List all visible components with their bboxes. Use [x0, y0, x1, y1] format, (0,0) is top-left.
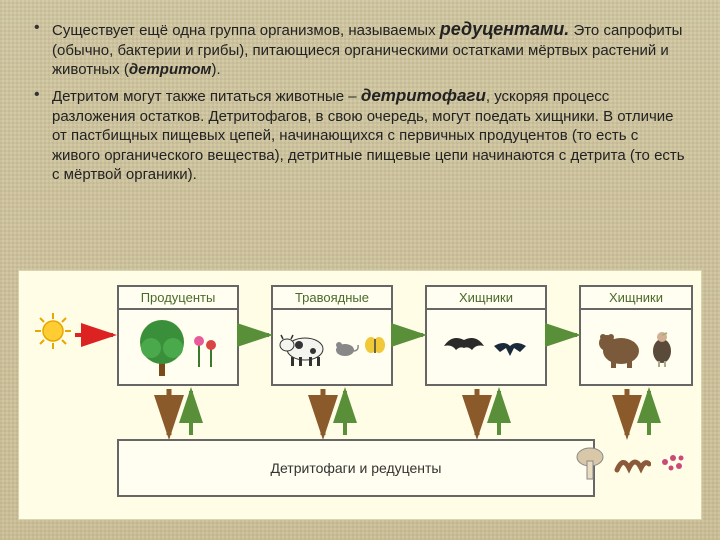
vulture-icon [647, 327, 677, 367]
cow-icon [277, 327, 329, 367]
swallow-icon [490, 332, 530, 362]
box-predators-1-body [427, 310, 545, 384]
box-producers: Продуценты [117, 285, 239, 386]
box-herbivores-label: Травоядные [273, 287, 391, 310]
butterfly-icon [363, 335, 387, 359]
bacteria-icon [659, 452, 687, 474]
mushroom-icon [575, 445, 605, 481]
box-predators-2-body [581, 310, 691, 384]
food-chain-diagram: Продуценты Травоядные [18, 270, 702, 520]
bullet-1: Существует ещё одна группа организмов, н… [30, 18, 690, 79]
bullet-2-pre: Детритом могут также питаться животные – [52, 88, 361, 105]
box-herbivores: Травоядные [271, 285, 393, 386]
box-predators-1: Хищники [425, 285, 547, 386]
box-predators-2-label: Хищники [581, 287, 691, 310]
worm-icon [613, 450, 651, 476]
bullet-2: Детритом могут также питаться животные –… [30, 85, 690, 184]
box-detritus-label: Детритофаги и редуценты [271, 460, 442, 476]
mouse-icon [333, 337, 359, 357]
bear-icon [595, 325, 643, 369]
sun-icon [33, 311, 73, 351]
box-herbivores-body [273, 310, 391, 384]
box-producers-label: Продуценты [119, 287, 237, 310]
bullet-2-em: детритофаги [361, 86, 486, 105]
text-content: Существует ещё одна группа организмов, н… [0, 0, 720, 184]
box-predators-1-label: Хищники [427, 287, 545, 310]
bullet-1-em: редуцентами. [440, 19, 570, 39]
bat-icon [442, 332, 486, 362]
box-predators-2: Хищники [579, 285, 693, 386]
tree-icon [137, 316, 187, 378]
box-detritus: Детритофаги и редуценты [117, 439, 595, 497]
detritus-organisms [575, 445, 687, 481]
bullet-1-em2: детритом [129, 61, 212, 78]
bullet-1-post2: ). [212, 61, 221, 78]
box-producers-body [119, 310, 237, 384]
bullet-1-pre: Существует ещё одна группа организмов, н… [52, 22, 440, 39]
flowers-icon [191, 327, 219, 367]
